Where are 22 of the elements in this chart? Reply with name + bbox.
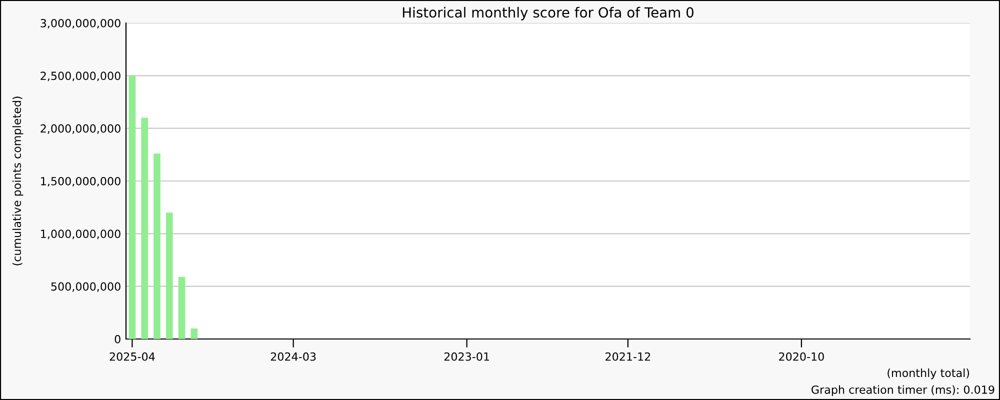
y-tick-label: 1,500,000,000: [41, 176, 120, 187]
bar: [141, 118, 148, 339]
bar: [154, 154, 160, 339]
y-tick-label: 2,500,000,000: [40, 72, 120, 82]
x-tick-label: 2021-12: [606, 352, 650, 361]
y-axis-title: (cumulative points completed): [12, 96, 24, 266]
x-tick-label: 2024-03: [270, 352, 316, 361]
x-tick-label: 2025-04: [110, 352, 155, 361]
bar: [190, 328, 198, 339]
y-tick-label: 1,000,000,000: [41, 230, 120, 240]
x-tick-label: 2020-10: [779, 352, 824, 361]
y-tick-label: 3,000,000,000: [40, 18, 120, 29]
x-tick-label: 2023-01: [444, 352, 490, 361]
x-axis-title: (monthly total): [888, 368, 970, 380]
bar: [166, 212, 173, 339]
y-tick-label: 500,000,000: [51, 282, 120, 292]
text: Graph creation timer (ms): 0.019: [812, 385, 994, 396]
bar: [128, 76, 136, 339]
bar: [178, 276, 186, 339]
chart-title: Historical monthly score for Ofa of Team 0: [402, 6, 694, 20]
y-tick-label: 0: [114, 334, 120, 344]
y-tick-label: 2,000,000,000: [40, 124, 120, 134]
